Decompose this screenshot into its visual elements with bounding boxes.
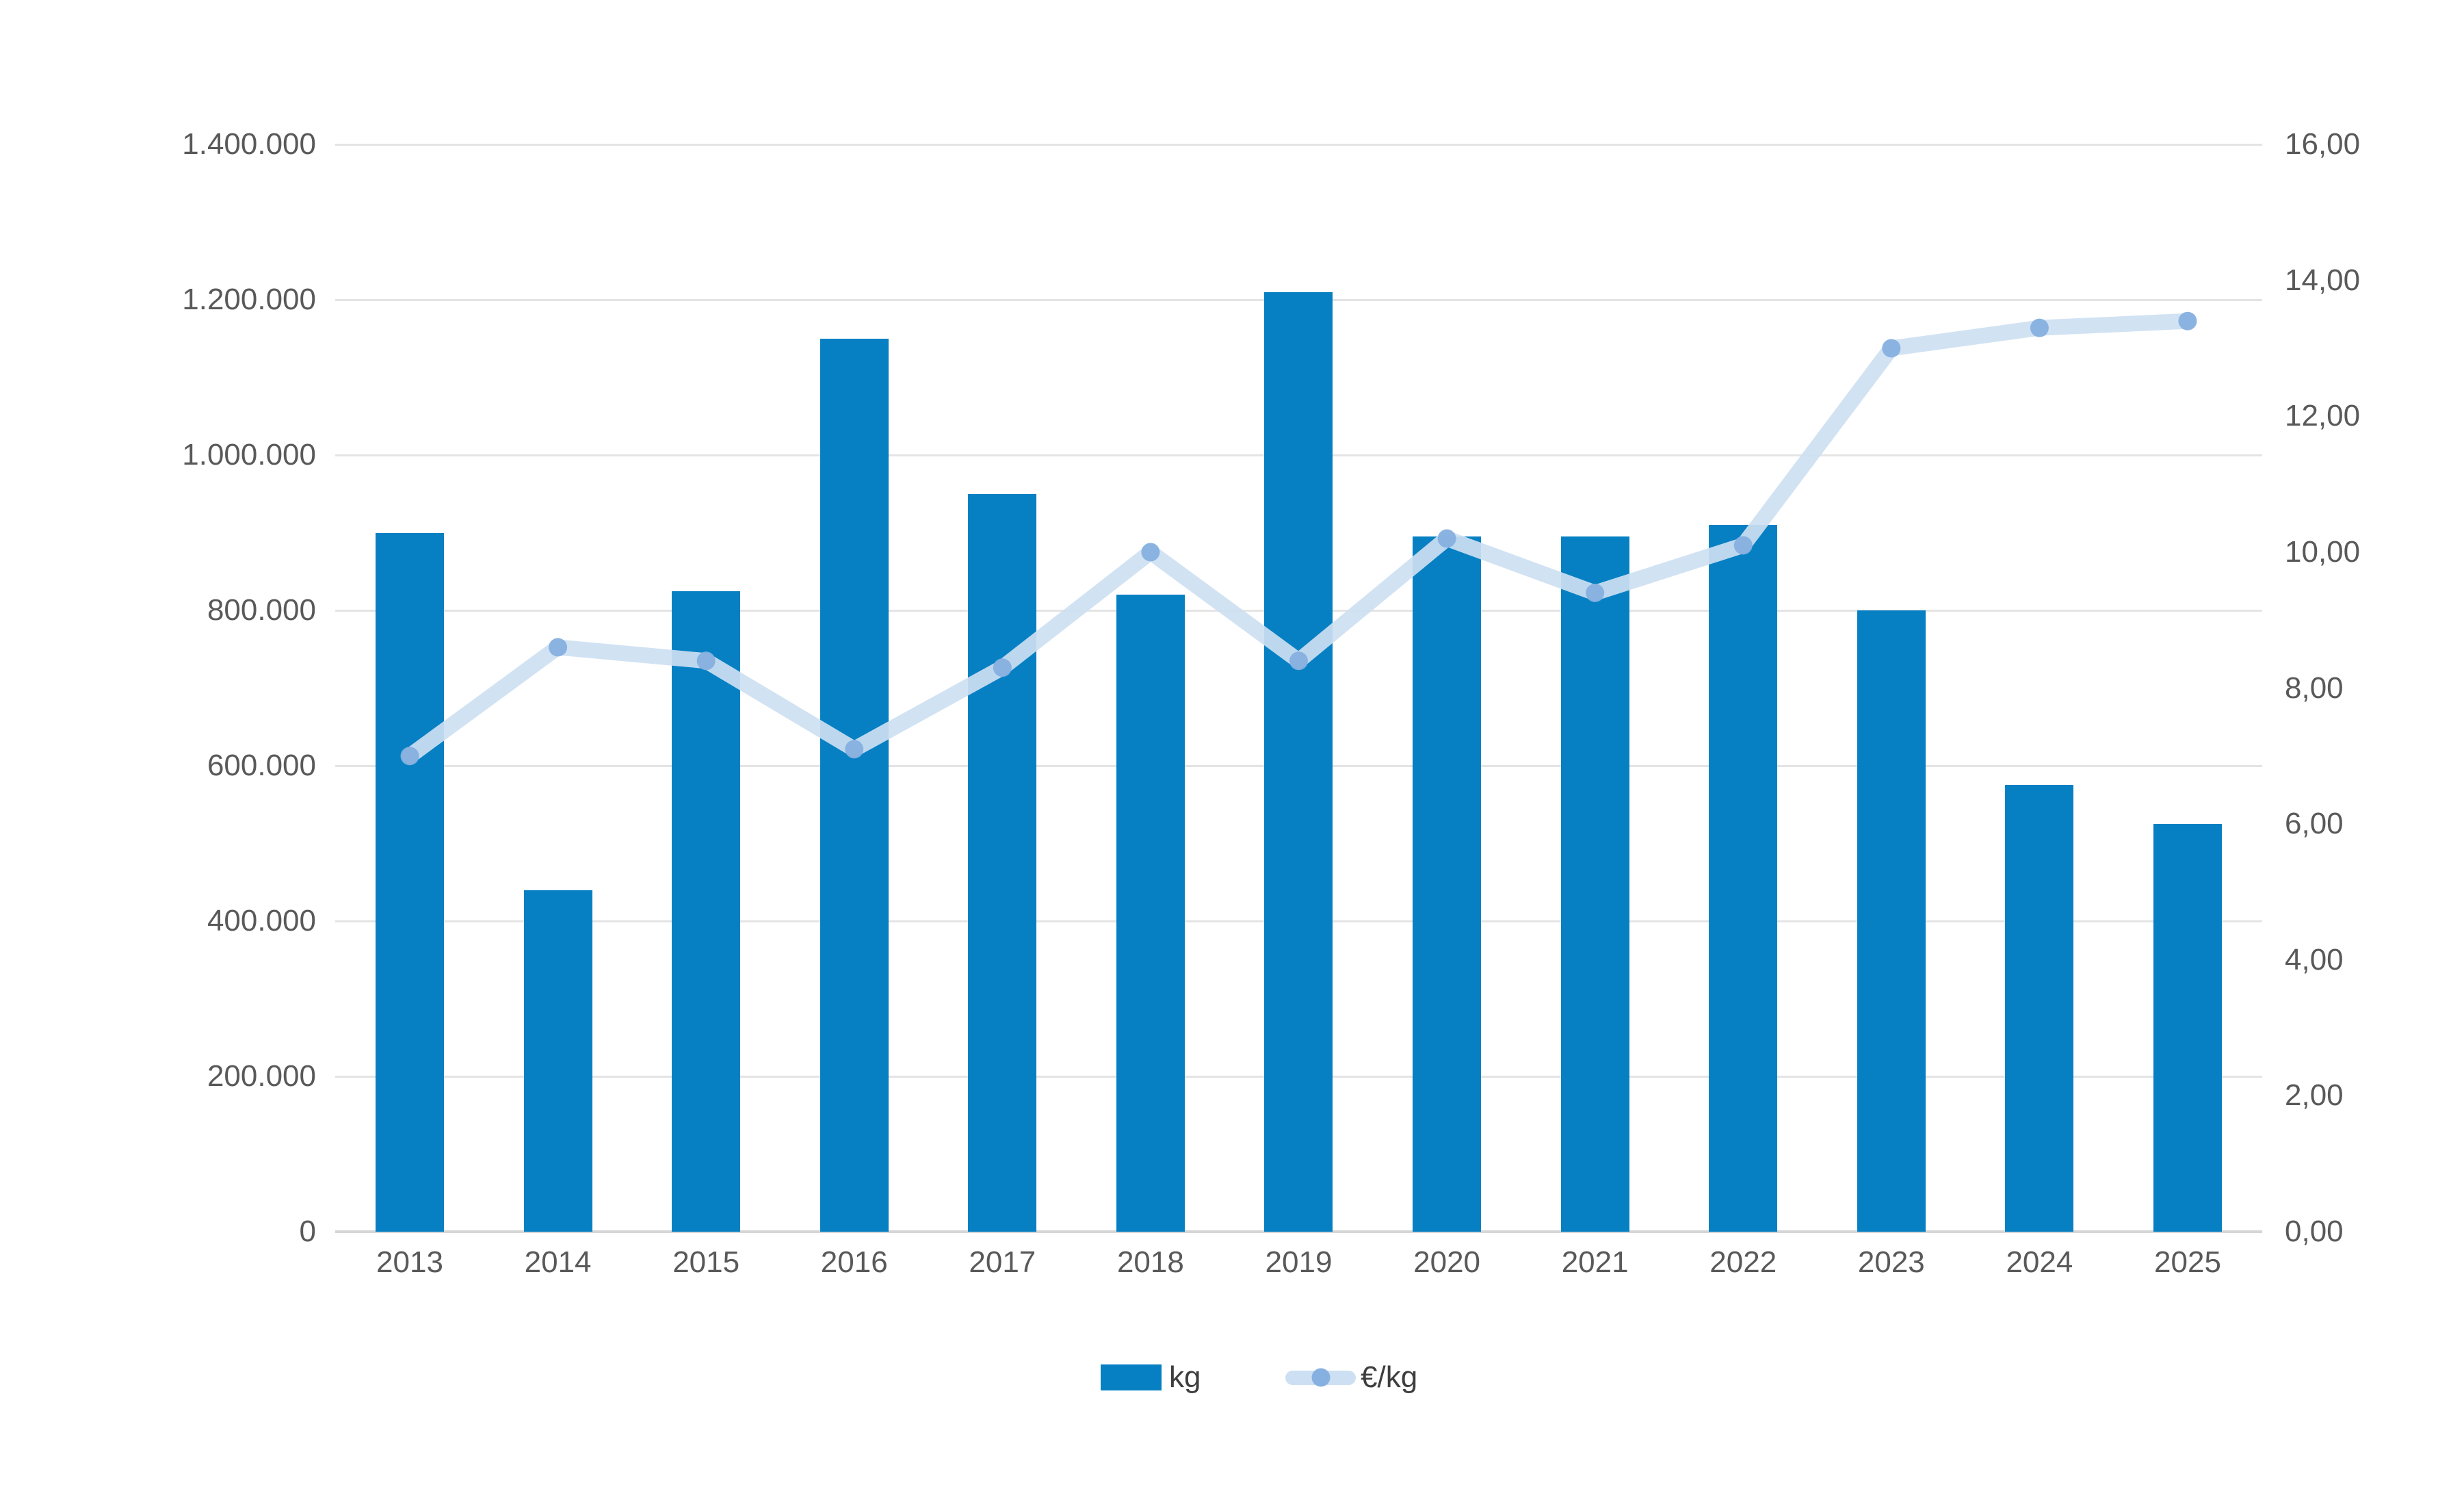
bar-2020 xyxy=(1413,536,1482,1232)
right-tick-label-10: 10,00 xyxy=(2285,534,2361,569)
left-tick-label-600000: 600.000 xyxy=(207,749,316,782)
right-tick-label-16: 16,00 xyxy=(2285,127,2361,161)
left-tick-label-0: 0 xyxy=(299,1215,316,1248)
point-2014 xyxy=(549,638,568,657)
bar-2018 xyxy=(1116,595,1185,1232)
eur-per-kg-line xyxy=(402,313,2196,764)
point-2018 xyxy=(1141,543,1160,562)
x-label-2017: 2017 xyxy=(969,1245,1036,1279)
x-label-2015: 2015 xyxy=(672,1245,740,1279)
x-label-2020: 2020 xyxy=(1413,1245,1481,1279)
right-tick-label-8: 8,00 xyxy=(2285,671,2344,705)
legend-label-kg: kg xyxy=(1169,1360,1201,1394)
left-tick-label-1000000: 1.000.000 xyxy=(182,438,316,471)
left-tick-label-1400000: 1.400.000 xyxy=(182,127,316,161)
x-label-2014: 2014 xyxy=(524,1245,592,1279)
x-label-2021: 2021 xyxy=(1561,1245,1629,1279)
left-tick-label-200000: 200.000 xyxy=(207,1059,316,1093)
eur-per-kg-line-swatch-icon xyxy=(1285,1368,1356,1387)
left-tick-label-1200000: 1.200.000 xyxy=(182,283,316,316)
x-label-2013: 2013 xyxy=(376,1245,443,1279)
point-2019 xyxy=(1289,651,1308,671)
legend-item-eur-per-kg: €/kg xyxy=(1285,1360,1417,1395)
bar-2024 xyxy=(2005,785,2074,1232)
left-tick-label-400000: 400.000 xyxy=(207,904,316,937)
right-tick-label-0: 0,00 xyxy=(2285,1215,2344,1248)
legend-item-kg: kg xyxy=(1101,1360,1201,1395)
bar-2023 xyxy=(1857,610,1926,1232)
bar-2022 xyxy=(1709,525,1778,1232)
bar-2019 xyxy=(1264,292,1333,1232)
right-tick-label-14: 14,00 xyxy=(2285,263,2361,297)
bar-2015 xyxy=(672,591,741,1232)
bar-2016 xyxy=(820,338,889,1232)
point-2016 xyxy=(845,740,864,759)
legend-label-eur-per-kg: €/kg xyxy=(1361,1360,1418,1394)
x-label-2024: 2024 xyxy=(2006,1245,2073,1279)
right-tick-label-4: 4,00 xyxy=(2285,942,2344,976)
x-label-2018: 2018 xyxy=(1116,1245,1184,1279)
right-tick-label-12: 12,00 xyxy=(2285,399,2361,433)
bar-2014 xyxy=(523,890,592,1232)
kg-bar-swatch-icon xyxy=(1101,1364,1162,1390)
x-label-2022: 2022 xyxy=(1709,1245,1777,1279)
gridline-1400000 xyxy=(335,143,2262,146)
right-tick-label-2: 2,00 xyxy=(2285,1078,2344,1113)
point-2017 xyxy=(993,658,1012,677)
legend: kg €/kg xyxy=(0,1360,2464,1401)
point-2022 xyxy=(1733,536,1753,555)
bar-2025 xyxy=(2153,824,2222,1232)
x-label-2016: 2016 xyxy=(820,1245,888,1279)
right-tick-label-6: 6,00 xyxy=(2285,807,2344,841)
x-label-2019: 2019 xyxy=(1265,1245,1333,1279)
point-2025 xyxy=(2178,311,2197,331)
point-2024 xyxy=(2030,318,2049,337)
x-axis-baseline xyxy=(335,1230,2262,1233)
x-label-2025: 2025 xyxy=(2154,1245,2221,1279)
bar-2017 xyxy=(968,493,1037,1232)
bar-2021 xyxy=(1560,536,1629,1232)
x-label-2023: 2023 xyxy=(1857,1245,1925,1279)
point-2021 xyxy=(1586,583,1605,602)
eur-per-kg-dot-swatch-icon xyxy=(1311,1368,1330,1387)
left-tick-label-800000: 800.000 xyxy=(207,593,316,627)
point-2020 xyxy=(1437,529,1456,548)
bar-2013 xyxy=(376,532,444,1232)
point-2023 xyxy=(1882,339,1901,358)
point-2015 xyxy=(696,651,716,671)
point-2013 xyxy=(400,747,419,766)
